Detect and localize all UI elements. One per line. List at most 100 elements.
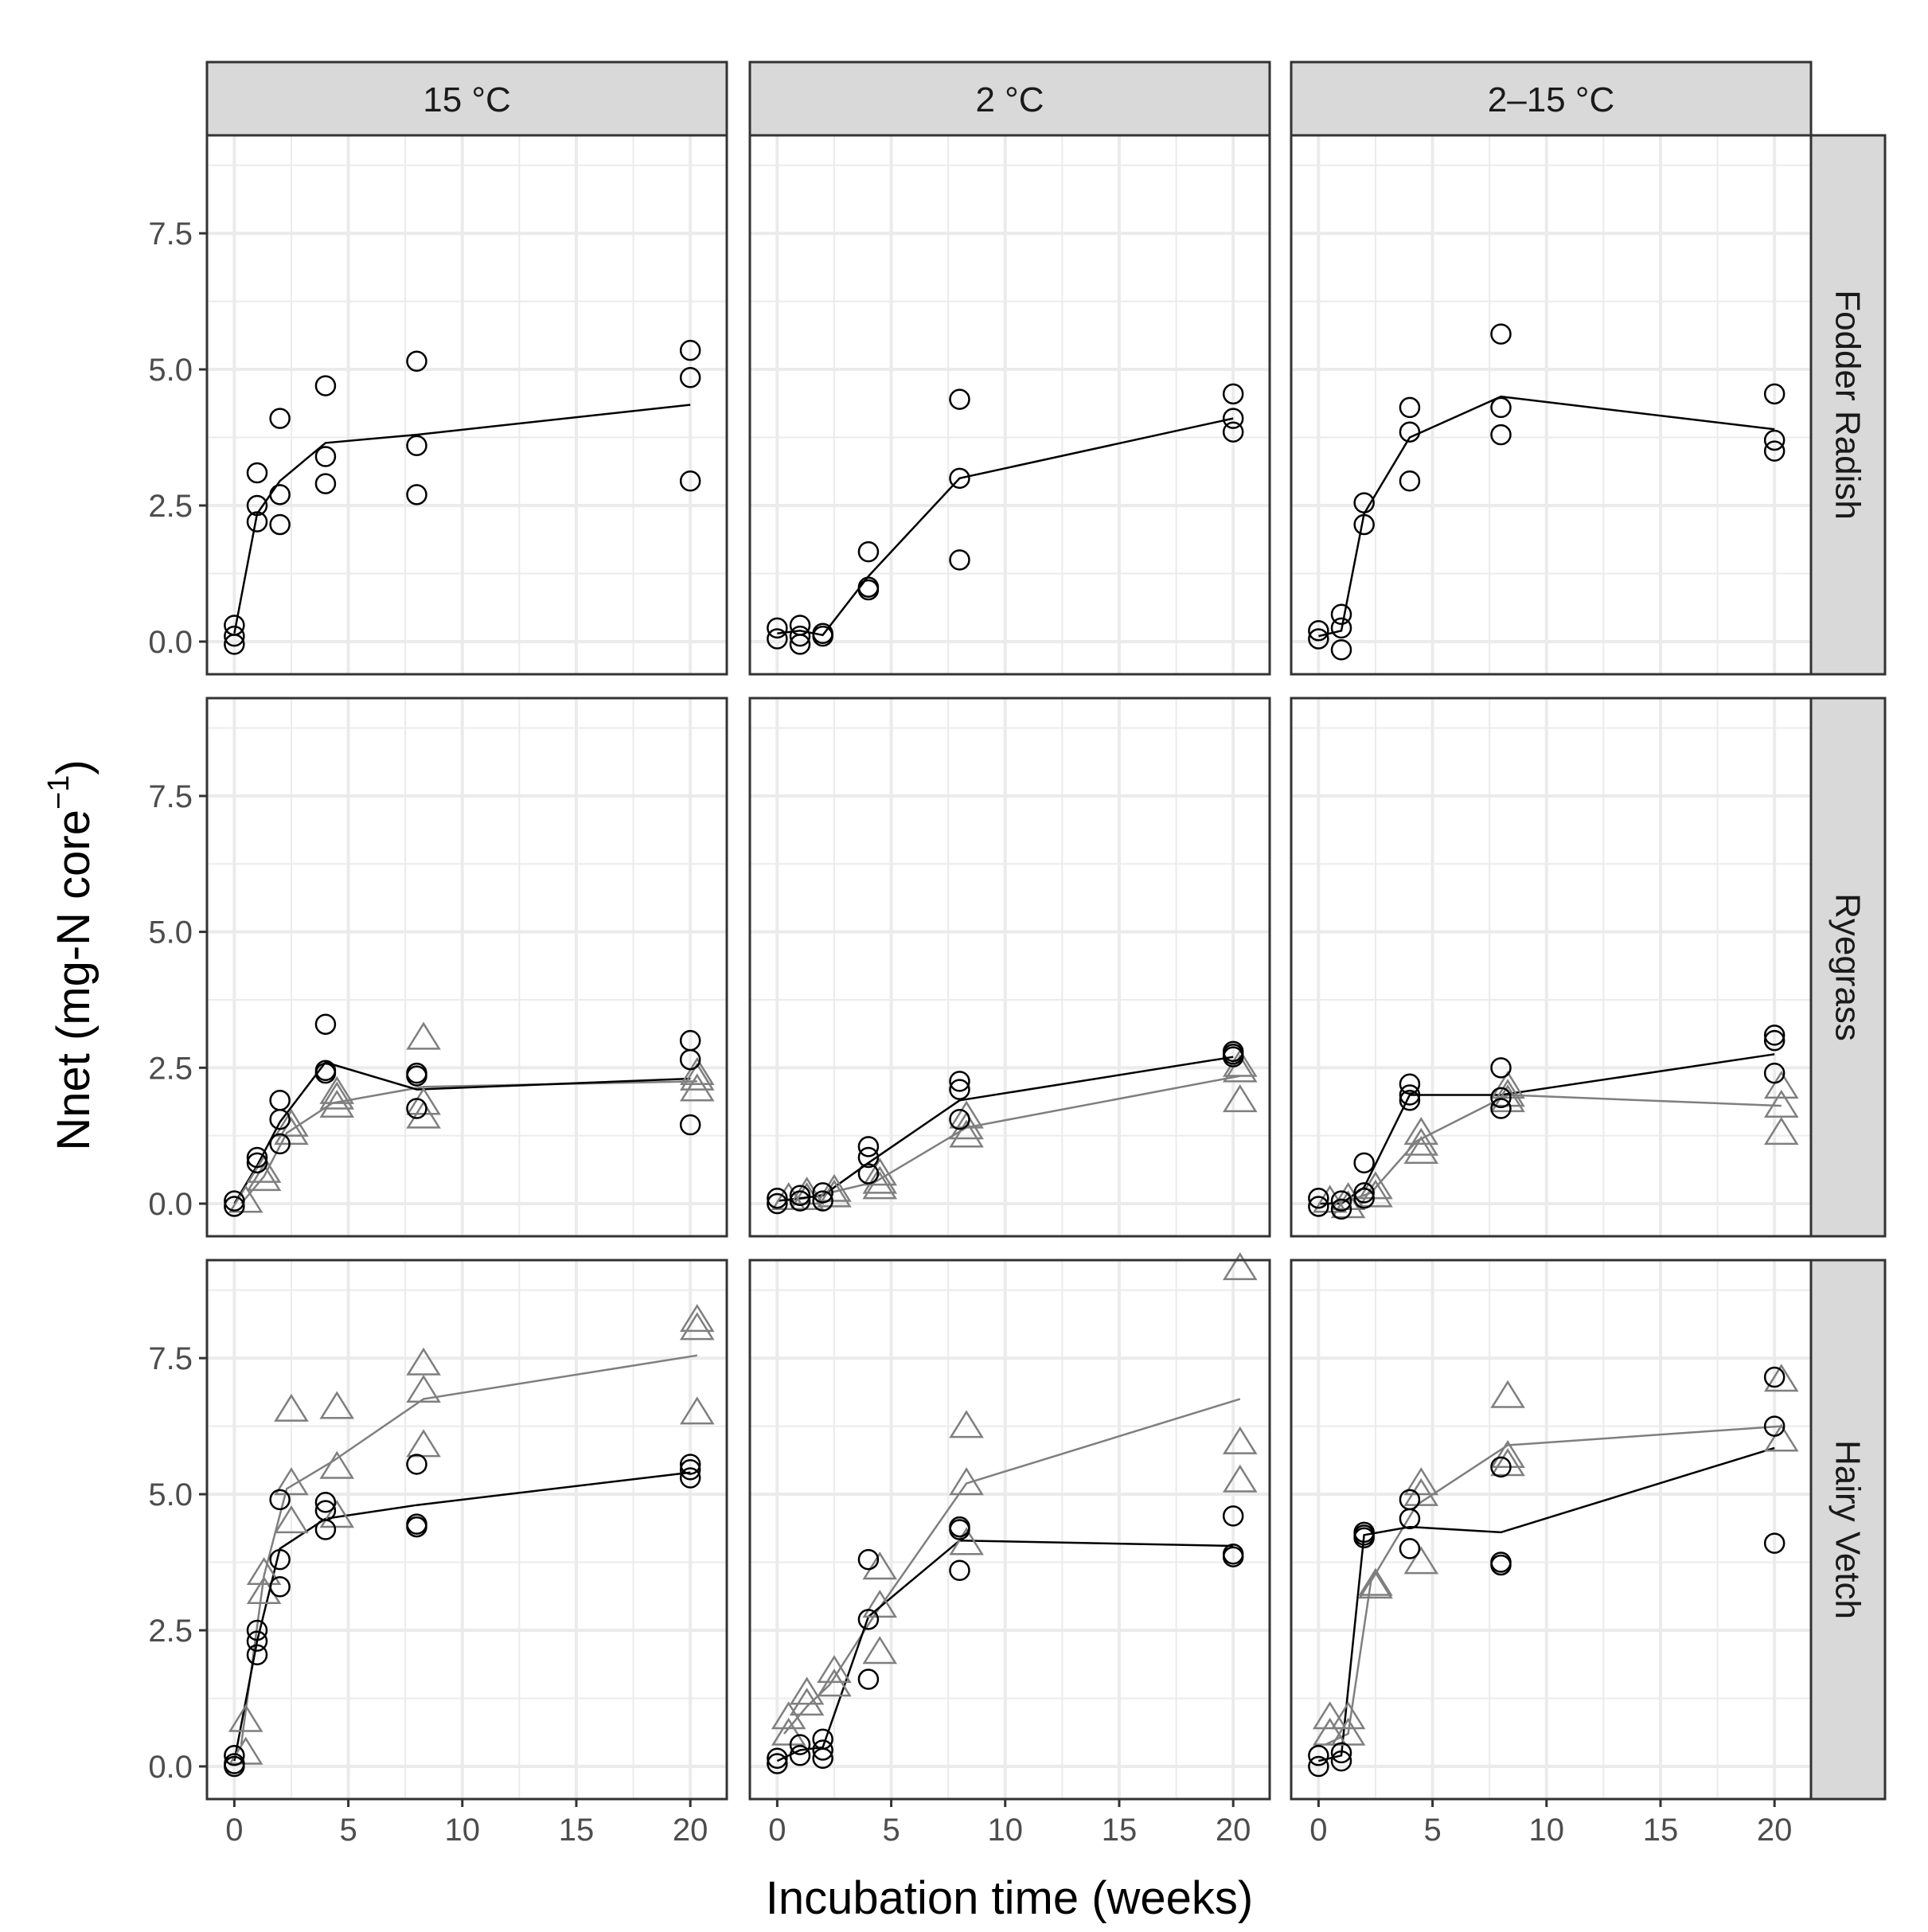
circle-point [314, 473, 337, 494]
triangle-point [228, 1185, 263, 1213]
circle-point [1490, 323, 1512, 345]
circle-point [269, 408, 291, 429]
x-tick-label: 10 [1529, 1813, 1565, 1848]
circle-point [224, 1755, 245, 1778]
x-tick-label: 20 [1216, 1813, 1251, 1848]
circle-point [406, 1516, 427, 1538]
circle-point [1222, 1546, 1244, 1567]
circle-point [1353, 1152, 1375, 1174]
circle-point [224, 625, 245, 647]
y-axis-title-suffix: ) [48, 759, 100, 775]
x-tick-label: 5 [882, 1813, 900, 1848]
circle-point [269, 1489, 291, 1511]
circle-point [1222, 383, 1244, 405]
panel-border [205, 697, 728, 1238]
circle-point [224, 634, 245, 655]
circle-point [246, 1619, 268, 1641]
triangle-point [1490, 1079, 1525, 1107]
triangle-point [1403, 1135, 1439, 1165]
panel-background [207, 135, 727, 674]
triangle-point [246, 1163, 282, 1192]
triangle-point [679, 1062, 715, 1091]
circle-point [789, 1734, 811, 1755]
circle-point [949, 549, 970, 571]
circle-point [314, 1013, 337, 1035]
circle-point [1330, 617, 1352, 639]
circle-point [1330, 603, 1352, 626]
triangle-point [1403, 1127, 1439, 1156]
triangle-point [1403, 1477, 1439, 1506]
facet-panel: 0.0 2.5 5.0 7.5 [148, 697, 728, 1238]
triangle-point [406, 1374, 441, 1403]
circle-point [1222, 1505, 1244, 1527]
row-strip [1809, 134, 1887, 676]
circle-point [1330, 1198, 1352, 1220]
circle-point [1763, 1025, 1786, 1046]
circle-point [246, 462, 268, 484]
triangle-point [406, 1429, 441, 1458]
x-tick-label: 10 [988, 1813, 1024, 1848]
circle-point [1490, 1456, 1512, 1478]
circle-point [857, 1163, 880, 1185]
circle-point [1399, 1090, 1421, 1111]
circle-point [1399, 1084, 1421, 1106]
triangle-point [319, 1089, 355, 1118]
circle-point [246, 1146, 268, 1169]
circle-point [789, 625, 811, 647]
facet-panel: 0 5 10 15 20 [748, 1252, 1271, 1848]
triangle-point [246, 1556, 282, 1586]
triangle-point [1763, 1071, 1799, 1099]
y-tick-label: 0.0 [148, 625, 193, 660]
circle-point [1763, 1029, 1786, 1052]
circle-point [857, 1146, 880, 1169]
y-tick-label: 0.0 [148, 1187, 193, 1222]
circle-point [406, 484, 427, 505]
circle-point [812, 625, 833, 647]
triangle-point [679, 1304, 715, 1333]
circle-point [1308, 628, 1329, 650]
y-tick-label: 2.5 [148, 489, 193, 524]
x-tick-label: 20 [673, 1813, 708, 1848]
circle-point [246, 494, 268, 517]
circle-point [224, 1190, 245, 1212]
row-strip-label: Hairy Vetch [1828, 1440, 1868, 1619]
panel-border [1290, 1259, 1813, 1801]
series-line-black [777, 417, 1234, 637]
panel-background [1291, 1260, 1811, 1799]
triangle-point [1222, 1084, 1258, 1113]
y-tick-label: 0.0 [148, 1750, 193, 1785]
circle-point [812, 1182, 833, 1204]
panel-border [748, 697, 1271, 1238]
circle-point [1763, 383, 1786, 405]
panel-background [207, 1260, 727, 1799]
triangle-point [319, 1081, 355, 1110]
circle-point [1222, 421, 1244, 443]
panel-background [1291, 698, 1811, 1236]
circle-point [1763, 1062, 1786, 1084]
facet-panel [1290, 697, 1813, 1238]
circle-point [949, 1559, 970, 1582]
x-tick-label: 5 [339, 1813, 357, 1848]
triangle-point [771, 1717, 806, 1746]
triangle-point [1222, 1464, 1258, 1493]
y-axis-title-main: Nnet (mg-N core [48, 810, 100, 1151]
circle-point [1353, 492, 1375, 513]
y-tick-label: 2.5 [148, 1051, 193, 1086]
series-line-black [777, 1056, 1234, 1202]
triangle-point [274, 1505, 309, 1534]
circle-point [949, 1519, 970, 1540]
series-line-black [1318, 1446, 1775, 1762]
triangle-point [246, 1154, 282, 1183]
circle-point [1490, 423, 1512, 446]
triangle-point [789, 1676, 825, 1705]
column-strip-label: 2–15 °C [1488, 80, 1614, 119]
circle-point [767, 1747, 788, 1769]
x-tick-label: 5 [1423, 1813, 1441, 1848]
triangle-point [1763, 1089, 1799, 1118]
triangle-point [1490, 1071, 1525, 1099]
circle-point [679, 1048, 701, 1071]
circle-point [679, 367, 701, 388]
circle-point [1308, 1187, 1329, 1209]
circle-point [679, 1467, 701, 1489]
